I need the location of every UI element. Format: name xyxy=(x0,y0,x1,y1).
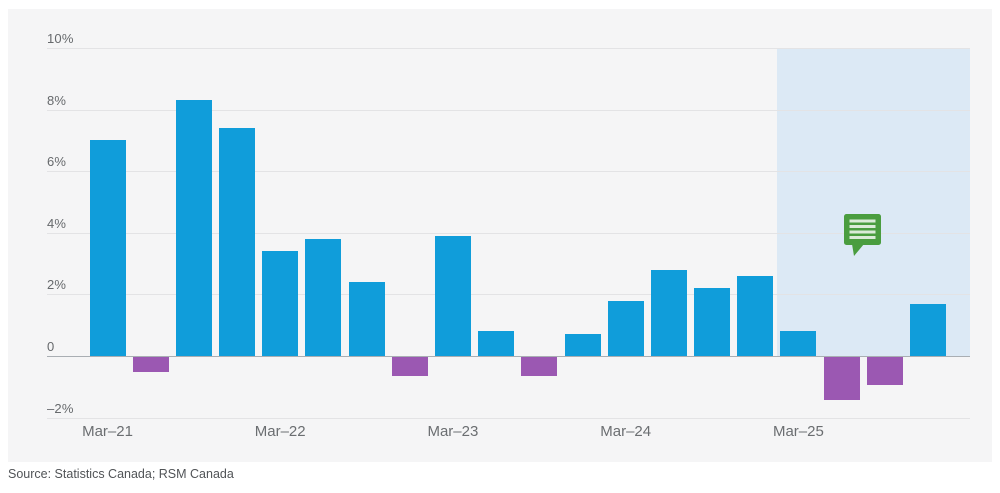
x-tick-label: Mar–21 xyxy=(82,423,133,440)
bar-Mar–25 xyxy=(780,331,817,356)
source-note: Source: Statistics Canada; RSM Canada xyxy=(8,467,234,481)
bar-Sep–21 xyxy=(175,100,212,356)
x-tick-label: Mar–23 xyxy=(427,423,479,440)
bar-Dec–25 xyxy=(909,303,946,356)
bar-Jun–25 xyxy=(823,357,860,401)
bar-Dec–23 xyxy=(564,334,601,356)
x-tick-label: Mar–22 xyxy=(254,423,306,440)
comment-icon-svg xyxy=(844,214,881,256)
bar-Jun–21 xyxy=(132,357,169,373)
gridline xyxy=(47,171,970,173)
bar-Mar–21 xyxy=(89,140,126,356)
gridline xyxy=(47,417,970,419)
bar-Sep–23 xyxy=(521,357,558,376)
gridline xyxy=(47,294,970,296)
y-tick-label: 2% xyxy=(47,277,67,293)
bar-Jun–24 xyxy=(650,269,687,356)
x-tick-label: Mar–25 xyxy=(772,423,824,440)
bar-Jun–23 xyxy=(478,331,515,356)
bar-Sep–25 xyxy=(866,357,903,385)
bar-Mar–23 xyxy=(434,235,471,356)
bar-Mar–24 xyxy=(607,300,644,356)
comment-icon[interactable] xyxy=(843,213,885,264)
y-tick-label: 0 xyxy=(47,339,55,354)
bar-Dec–22 xyxy=(391,357,428,376)
y-tick-label: 10% xyxy=(47,31,74,46)
bar-Sep–22 xyxy=(348,282,385,356)
y-tick-label: –2% xyxy=(47,400,74,416)
bar-Sep–24 xyxy=(694,288,730,356)
gridline xyxy=(47,232,970,234)
x-tick-label: Mar–24 xyxy=(600,423,652,440)
zero-axis-line xyxy=(47,356,970,357)
bar-Mar–22 xyxy=(262,251,299,356)
y-tick-label: 6% xyxy=(47,154,67,170)
bar-Jun–22 xyxy=(305,239,342,356)
y-tick-label: 4% xyxy=(47,215,67,231)
bar-Dec–24 xyxy=(737,275,774,356)
plot-area: 10% 8% 6% 4% 2% 0 –2% Mar–21 Mar–22 Mar–23 Mar–24… xyxy=(8,9,992,462)
bar-Dec–21 xyxy=(219,128,255,356)
y-tick-label: 8% xyxy=(47,92,67,108)
gridline xyxy=(47,109,970,111)
gridline xyxy=(47,48,970,49)
